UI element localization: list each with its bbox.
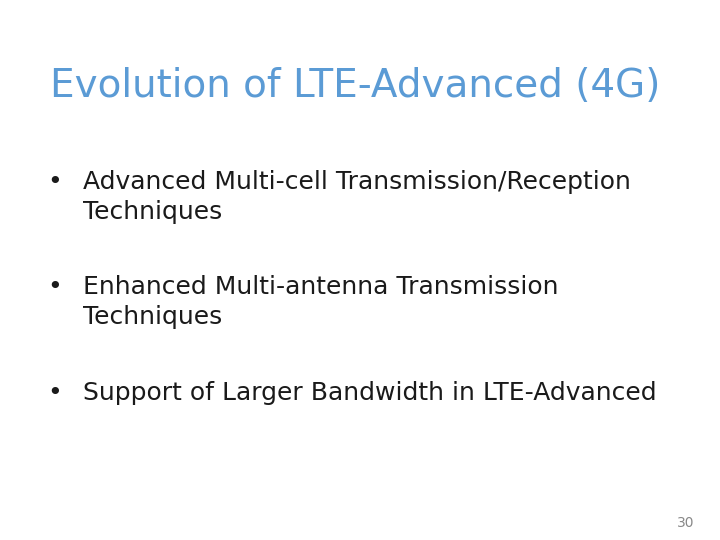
Text: Support of Larger Bandwidth in LTE-Advanced: Support of Larger Bandwidth in LTE-Advan…: [83, 381, 657, 404]
Text: •: •: [47, 381, 61, 404]
Text: 30: 30: [678, 516, 695, 530]
Text: Advanced Multi-cell Transmission/Reception
Techniques: Advanced Multi-cell Transmission/Recepti…: [83, 170, 631, 224]
Text: •: •: [47, 170, 61, 194]
Text: Enhanced Multi-antenna Transmission
Techniques: Enhanced Multi-antenna Transmission Tech…: [83, 275, 558, 329]
Text: •: •: [47, 275, 61, 299]
Text: Evolution of LTE-Advanced (4G): Evolution of LTE-Advanced (4G): [50, 68, 661, 105]
